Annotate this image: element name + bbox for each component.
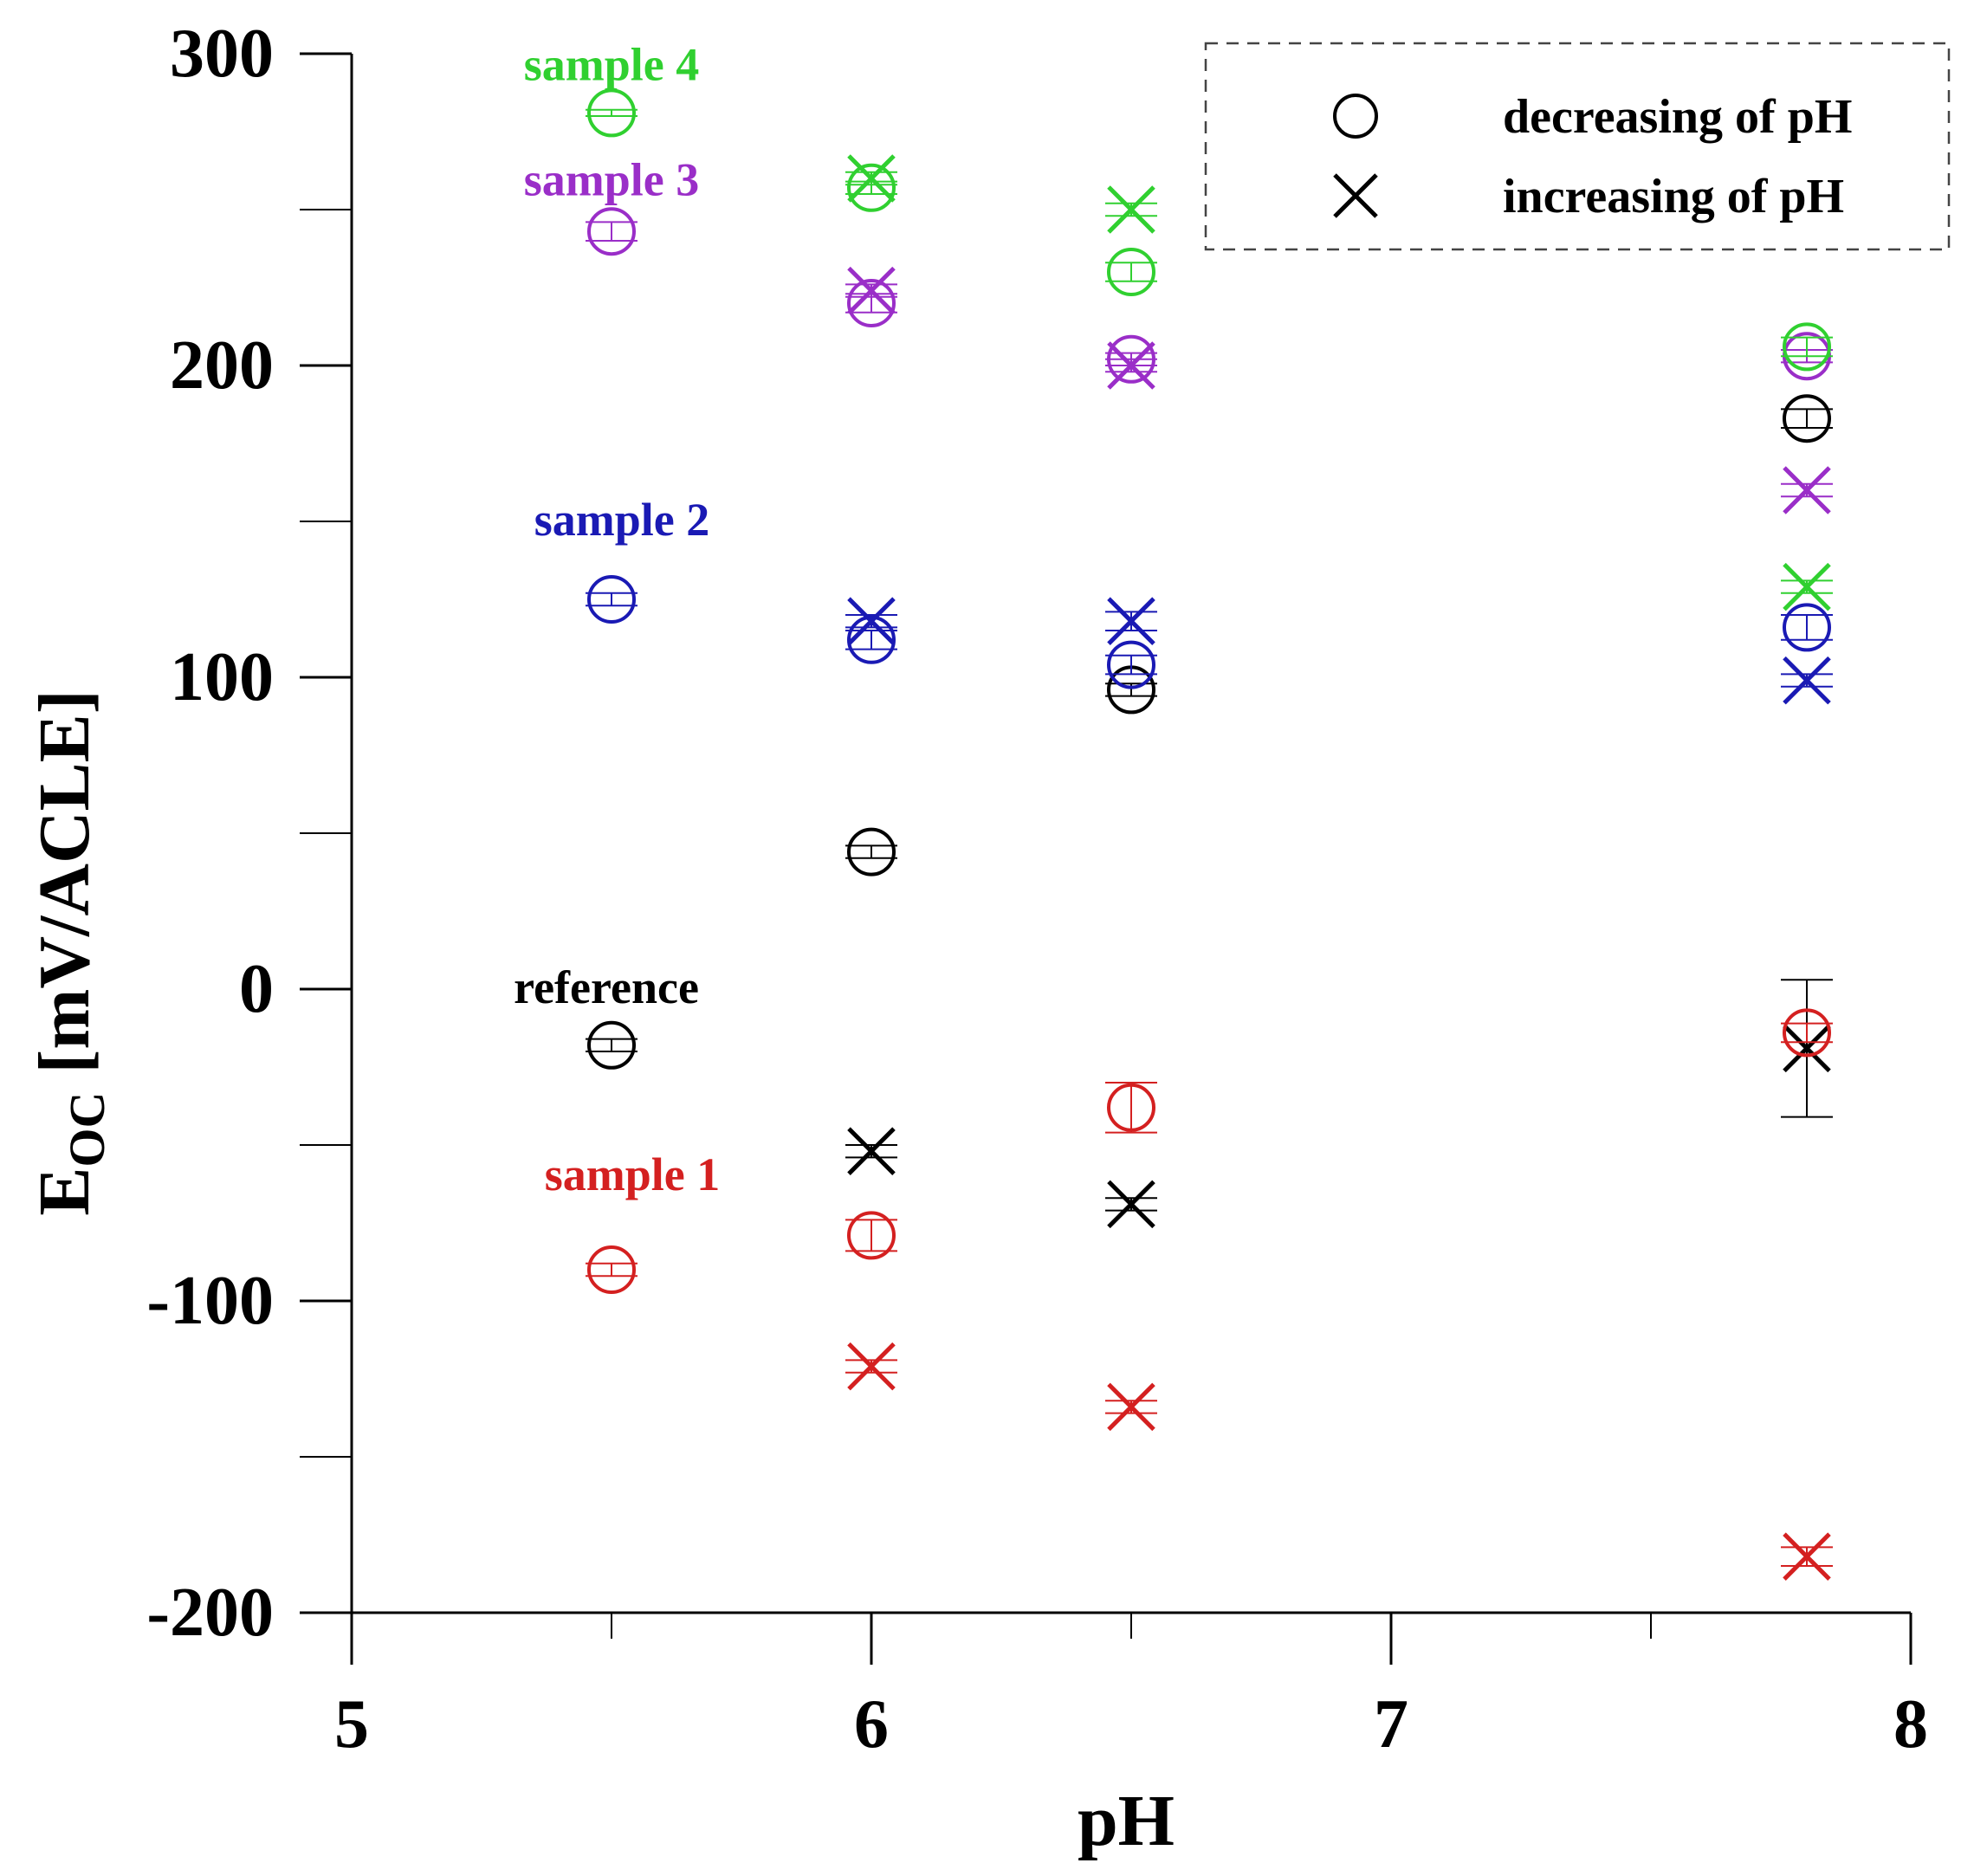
- legend-marker-circle: [1333, 94, 1378, 139]
- marker-increasing-sample-4: [847, 154, 896, 203]
- marker-decreasing-reference: [847, 827, 896, 877]
- y-tick-label: -200: [146, 1575, 274, 1651]
- marker-decreasing-sample-1: [1107, 1083, 1155, 1132]
- x-axis-title: pH: [1078, 1781, 1175, 1861]
- y-axis-title: EOC [mV/ACLE]: [24, 689, 115, 1215]
- marker-decreasing-reference: [587, 1020, 636, 1070]
- x-tick-label: 7: [1374, 1686, 1408, 1763]
- marker-increasing-sample-2: [1783, 656, 1831, 705]
- marker-decreasing-sample-2: [587, 575, 636, 624]
- marker-increasing-sample-2: [847, 597, 896, 645]
- marker-decreasing-reference: [1783, 394, 1831, 443]
- axes: -200 -100 0 100 200 300 5 6 7 8: [146, 16, 1928, 1763]
- marker-decreasing-sample-3: [587, 207, 636, 256]
- marker-increasing-reference: [1107, 1180, 1155, 1229]
- legend-label: decreasing of pH: [1503, 90, 1852, 144]
- y-tick-label: -100: [146, 1263, 274, 1339]
- marker-increasing-sample-4: [1783, 562, 1831, 611]
- marker-increasing-sample-3: [847, 266, 896, 315]
- legend-box: [1204, 42, 1951, 251]
- series-label: sample 2: [534, 494, 710, 546]
- x-tick-label: 8: [1893, 1686, 1928, 1763]
- marker-increasing-sample-3: [1107, 341, 1155, 390]
- marker-decreasing-sample-4: [587, 88, 636, 138]
- x-tick-label: 6: [854, 1686, 889, 1763]
- plot-area: [586, 88, 1833, 1581]
- series-label: sample 1: [545, 1148, 721, 1200]
- marker-increasing-sample-1: [1783, 1532, 1831, 1581]
- marker-decreasing-sample-1: [847, 1211, 896, 1260]
- y-tick-label: 300: [170, 16, 274, 92]
- series-label: sample 3: [524, 154, 700, 206]
- marker-decreasing-sample-2: [1107, 640, 1155, 689]
- x-tick-label: 5: [334, 1686, 369, 1763]
- series-label: sample 4: [524, 38, 700, 90]
- marker-decreasing-sample-4: [1107, 248, 1155, 296]
- marker-increasing-sample-3: [1783, 466, 1831, 514]
- legend: decreasing of pH increasing of pH: [1204, 42, 1951, 251]
- marker-decreasing-sample-3: [847, 279, 896, 327]
- marker-increasing-sample-1: [847, 1342, 896, 1391]
- marker-increasing-reference: [1783, 1024, 1831, 1073]
- marker-decreasing-sample-2: [1783, 603, 1831, 652]
- marker-decreasing-sample-1: [587, 1245, 636, 1294]
- marker-increasing-sample-1: [1107, 1382, 1155, 1432]
- marker-decreasing-sample-4: [1783, 322, 1831, 372]
- legend-label: increasing of pH: [1503, 170, 1844, 223]
- annotations: sample 4 sample 3 sample 2 reference sample …: [514, 38, 720, 1200]
- marker-increasing-sample-4: [1107, 185, 1155, 234]
- y-axis-title-subscript: OC: [59, 1092, 115, 1168]
- marker-decreasing-sample-4: [847, 163, 896, 212]
- legend-marker-cross: [1333, 173, 1378, 218]
- y-tick-label: 0: [239, 951, 274, 1027]
- y-axis-title-units: [mV/ACLE]: [24, 689, 105, 1091]
- series-label: reference: [514, 961, 699, 1013]
- marker-increasing-sample-2: [1107, 597, 1155, 645]
- y-tick-label: 100: [170, 639, 274, 715]
- marker-increasing-reference: [847, 1127, 896, 1175]
- y-axis-title-main: E: [24, 1168, 105, 1216]
- y-tick-label: 200: [170, 327, 274, 404]
- marker-decreasing-sample-1: [1783, 1008, 1831, 1058]
